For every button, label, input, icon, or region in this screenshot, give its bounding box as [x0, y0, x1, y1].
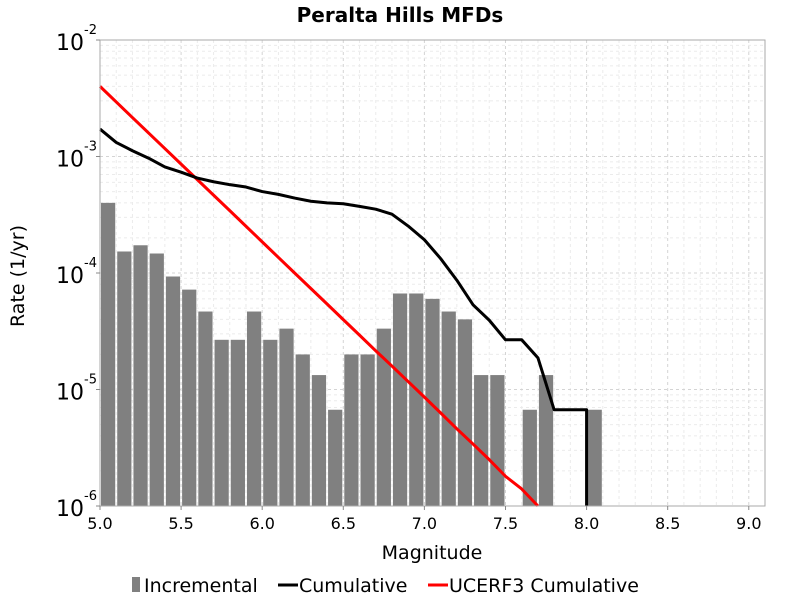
- x-tick-label: 5.5: [168, 514, 193, 533]
- incremental-bar: [522, 409, 537, 506]
- incremental-bar: [182, 289, 197, 506]
- legend-label-ucerf3: UCERF3 Cumulative: [449, 575, 639, 597]
- incremental-bar: [441, 311, 456, 506]
- y-tick-exponent: -3: [84, 140, 97, 155]
- incremental-bar: [101, 202, 116, 506]
- x-tick-label: 6.5: [331, 514, 356, 533]
- y-tick-label: 10: [56, 264, 84, 289]
- incremental-bar: [311, 375, 327, 506]
- incremental-bar: [425, 298, 440, 506]
- incremental-bar: [117, 251, 132, 506]
- x-tick-label: 8.5: [655, 514, 680, 533]
- x-tick-label: 5.0: [87, 514, 112, 533]
- legend-swatch-incremental: [132, 577, 140, 592]
- y-tick-label: 10: [56, 148, 84, 173]
- x-tick-label: 8.0: [574, 514, 599, 533]
- incremental-bar: [457, 319, 473, 506]
- legend-label-cumulative: Cumulative: [299, 575, 407, 597]
- chart-title: Peralta Hills MFDs: [297, 3, 504, 27]
- incremental-bar: [198, 311, 213, 506]
- incremental-bar: [279, 328, 294, 506]
- x-axis-ticks: 5.0 5.5 6.0 6.5 7.0 7.5 8.0 8.5 9.0: [87, 506, 762, 533]
- x-tick-label: 6.0: [249, 514, 274, 533]
- incremental-bar: [295, 354, 310, 506]
- y-tick-exponent: -2: [84, 23, 97, 38]
- y-tick-label: 10: [56, 381, 84, 406]
- legend: Incremental Cumulative UCERF3 Cumulative: [132, 575, 639, 597]
- legend-label-incremental: Incremental: [144, 575, 258, 597]
- incremental-bar: [149, 253, 164, 506]
- incremental-bar: [246, 311, 262, 506]
- x-tick-label: 7.5: [493, 514, 518, 533]
- incremental-bar: [230, 339, 245, 506]
- x-tick-label: 9.0: [736, 514, 761, 533]
- incremental-bar: [409, 293, 424, 506]
- y-tick-exponent: -5: [84, 373, 97, 388]
- incremental-bar: [376, 328, 391, 506]
- x-tick-label: 7.0: [412, 514, 437, 533]
- incremental-bar: [133, 245, 148, 506]
- y-tick-exponent: -4: [84, 256, 97, 271]
- incremental-bar: [360, 354, 375, 506]
- y-axis-label: Rate (1/yr): [7, 225, 29, 327]
- incremental-bar: [214, 339, 229, 506]
- incremental-bar: [263, 339, 278, 506]
- y-axis-ticks: 10-610-510-410-310-2: [56, 23, 100, 522]
- cumulative-lines: [98, 85, 589, 508]
- x-axis-label: Magnitude: [382, 542, 483, 564]
- ucerf3-cumulative-line: [98, 85, 540, 508]
- incremental-bar: [474, 375, 489, 506]
- incremental-bar: [392, 293, 408, 506]
- incremental-bar: [165, 276, 181, 506]
- y-tick-exponent: -6: [84, 489, 97, 504]
- y-tick-label: 10: [56, 31, 84, 56]
- incremental-bar: [328, 409, 343, 506]
- incremental-bar: [490, 375, 505, 506]
- cumulative-line: [99, 127, 589, 506]
- incremental-bar: [538, 375, 554, 506]
- incremental-bar: [344, 354, 359, 506]
- incremental-bar: [587, 409, 602, 506]
- y-tick-label: 10: [56, 497, 84, 522]
